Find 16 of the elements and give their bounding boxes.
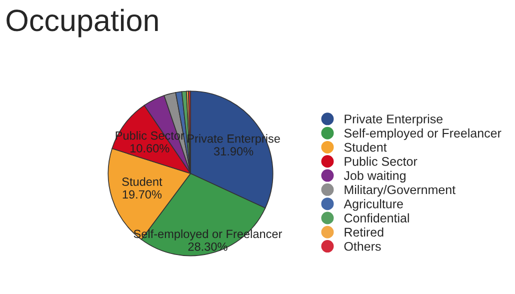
- legend-label: Job waiting: [344, 170, 406, 182]
- legend-label: Student: [344, 142, 387, 152]
- data-label: 10.60%: [130, 144, 170, 152]
- legend-label: Self-employed or Freelancer: [344, 128, 502, 140]
- legend-label: Retired: [344, 227, 384, 237]
- legend-label: Public Sector: [344, 156, 418, 166]
- chart-title: Occupation: [6, 8, 158, 38]
- legend-label: Others: [344, 242, 381, 251]
- data-label: 28.30%: [188, 242, 228, 251]
- data-label: 31.90%: [214, 147, 254, 156]
- legend-label: Confidential: [344, 213, 409, 222]
- legend-label: Private Enterprise: [344, 114, 443, 126]
- data-label: 19.70%: [122, 190, 162, 199]
- legend-label: Military/Government: [344, 185, 456, 197]
- legend-label: Agriculture: [344, 199, 403, 211]
- slice-label: Student: [122, 177, 162, 186]
